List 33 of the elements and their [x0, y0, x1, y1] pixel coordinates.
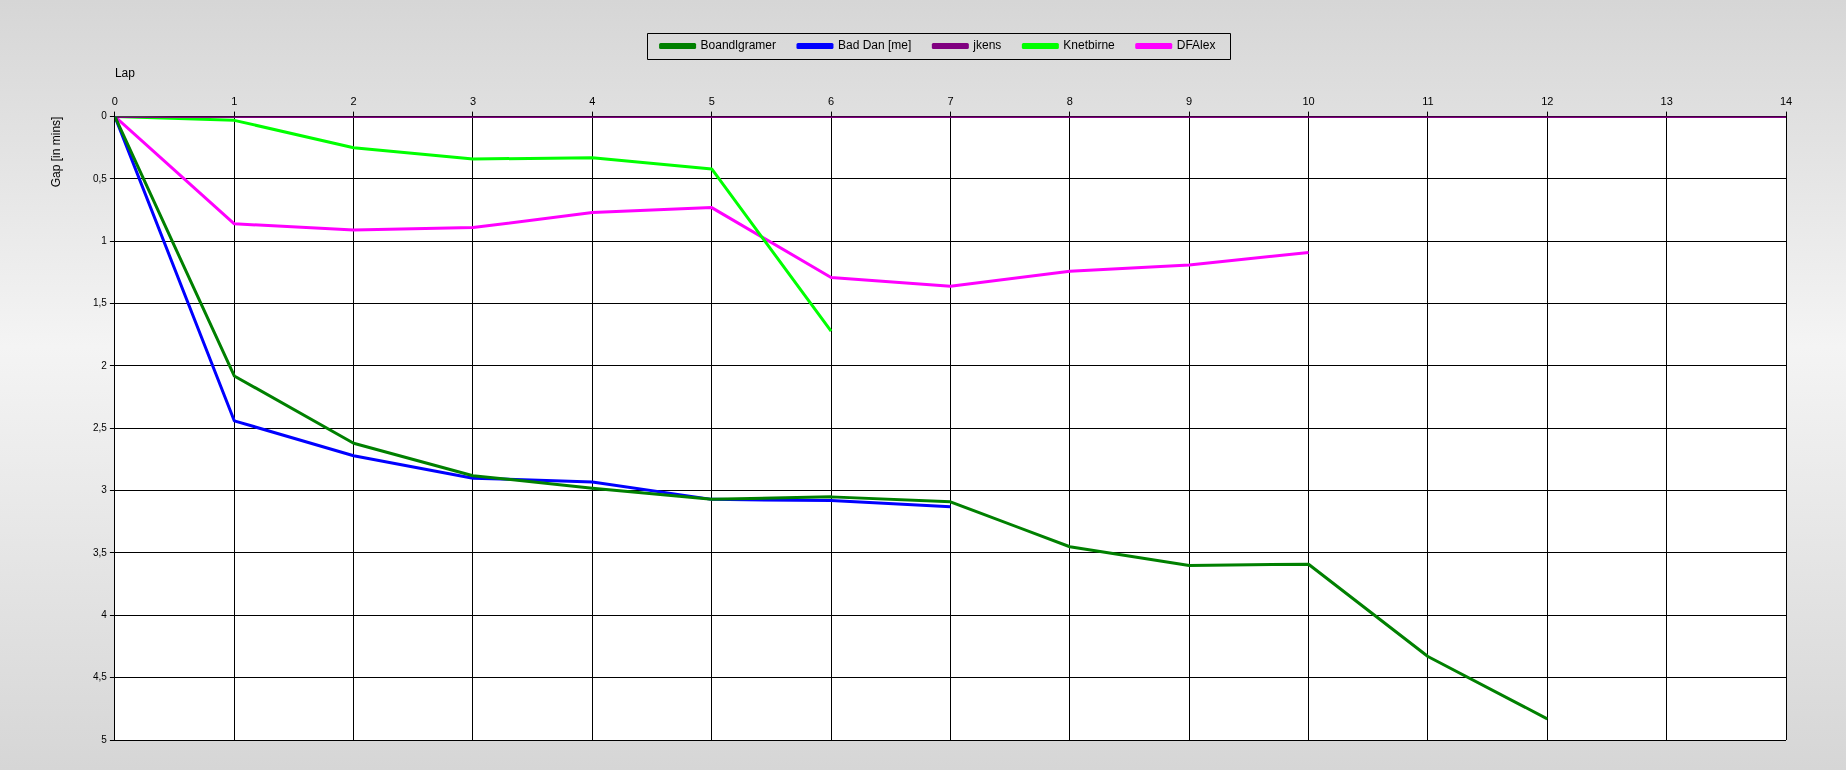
x-tick-label: 1: [231, 95, 238, 108]
x-tick-label: 10: [1302, 95, 1315, 108]
x-tick-label: 11: [1422, 95, 1434, 108]
x-tick-label: 8: [1066, 95, 1073, 108]
y-tick-label: 1: [101, 235, 108, 247]
y-tick-label: 2,5: [93, 422, 108, 434]
legend-label: jkens: [972, 38, 1002, 53]
y-axis-title: Gap [in mins]: [49, 116, 64, 188]
legend-label: DFAlex: [1176, 38, 1216, 53]
x-tick-label: 7: [947, 95, 954, 108]
y-tick-label: 0: [101, 110, 108, 122]
y-tick-label: 3: [101, 484, 108, 496]
x-tick-label: 13: [1660, 95, 1673, 108]
y-tick-label: 0,5: [93, 172, 108, 184]
legend-label: Knetbirne: [1063, 38, 1116, 53]
y-tick-label: 1,5: [93, 297, 108, 309]
y-tick-label: 3,5: [93, 546, 108, 558]
x-tick-label: 5: [708, 95, 715, 108]
x-tick-label: 4: [589, 95, 596, 108]
x-tick-label: 2: [350, 95, 357, 108]
x-axis-title: Lap: [114, 65, 136, 80]
x-tick-label: 3: [469, 95, 477, 108]
x-tick-label: 0: [111, 95, 118, 108]
y-tick-label: 5: [101, 733, 108, 745]
x-tick-label: 14: [1779, 95, 1793, 108]
legend-label: Bad Dan [me]: [837, 38, 912, 53]
legend-label: Boandlgramer: [700, 38, 776, 53]
x-tick-label: 9: [1186, 95, 1193, 108]
y-tick-label: 2: [101, 359, 108, 371]
y-tick-label: 4: [101, 609, 108, 621]
x-tick-label: 6: [828, 95, 835, 108]
y-tick-label: 4,5: [93, 671, 108, 683]
x-tick-label: 12: [1541, 95, 1554, 108]
